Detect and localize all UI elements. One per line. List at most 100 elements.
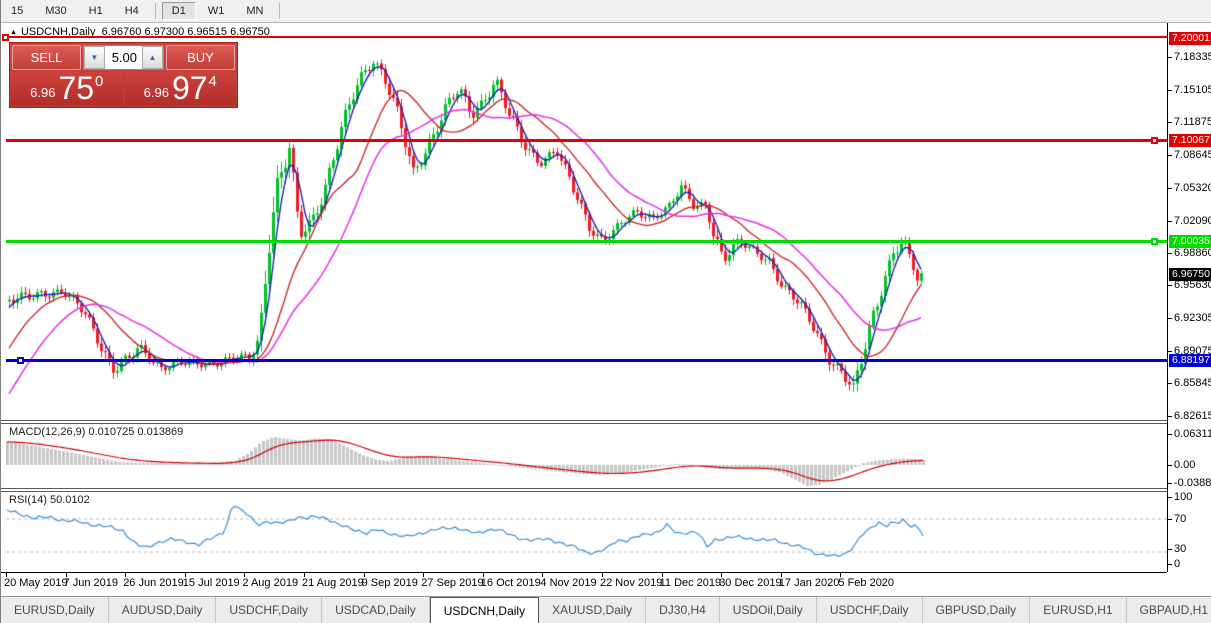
date-label: 9 Sep 2019 <box>361 577 418 589</box>
date-tickmark <box>661 573 663 577</box>
price-tick-label: 7.05320 <box>1174 182 1211 194</box>
tab-usdchf-daily[interactable]: USDCHF,Daily <box>817 597 923 623</box>
hline-7.20001[interactable] <box>6 36 1167 38</box>
price-tickmark <box>1168 383 1172 384</box>
timeframe-button-d1[interactable]: D1 <box>161 2 196 20</box>
volume-spinner: ▼ 5.00 ▲ <box>83 45 164 70</box>
timeframe-button-15[interactable]: 15 <box>11 5 24 17</box>
date-tickmark <box>482 573 484 577</box>
tab-audusd-daily[interactable]: AUDUSD,Daily <box>109 597 217 623</box>
macd-tickmark <box>1168 465 1172 466</box>
price-chart-canvas[interactable] <box>6 23 1167 572</box>
rsi-tick-label: 0 <box>1174 558 1181 570</box>
rsi-tickmark <box>1168 519 1172 520</box>
volume-increase-button[interactable]: ▲ <box>142 46 163 69</box>
rsi-tickmark <box>1168 497 1172 498</box>
timeframe-toolbar: 15 M30 H1 H4 D1 W1 MN <box>1 0 1211 23</box>
date-label: 30 Dec 2019 <box>719 577 782 589</box>
chart-area: ▲ USDCNH,Daily 6.96760 6.97300 6.96515 6.… <box>1 23 1211 597</box>
tab-gbpusd-daily[interactable]: GBPUSD,Daily <box>923 597 1031 623</box>
rsi-panel-splitter[interactable] <box>1 488 1167 492</box>
date-tickmark <box>780 573 782 577</box>
macd-tickmark <box>1168 483 1172 484</box>
date-tickmark <box>840 573 842 577</box>
date-tickmark <box>184 573 186 577</box>
tab-eurusd-h1[interactable]: EURUSD,H1 <box>1030 597 1127 623</box>
date-label: 22 Nov 2019 <box>600 577 663 589</box>
tab-xauusd-daily[interactable]: XAUUSD,Daily <box>539 597 647 623</box>
hline-handle[interactable] <box>1151 238 1158 245</box>
sell-button[interactable]: SELL <box>12 45 81 70</box>
sell-price-big: 75 <box>58 70 95 106</box>
buy-price-big: 97 <box>171 70 208 106</box>
date-tickmark <box>304 573 305 577</box>
date-label: 26 Jun 2019 <box>123 577 184 589</box>
buy-price-display[interactable]: 6.96 97 4 <box>124 70 236 106</box>
volume-decrease-button[interactable]: ▼ <box>84 46 105 69</box>
hline-handle[interactable] <box>17 357 24 364</box>
rsi-indicator-label: RSI(14) 50.0102 <box>9 494 90 506</box>
rsi-tick-label: 30 <box>1174 543 1187 555</box>
price-tickmark <box>1168 221 1172 222</box>
timeframe-button-w1[interactable]: W1 <box>207 5 225 17</box>
date-label: 7 Jun 2019 <box>63 577 119 589</box>
price-tick-label: 6.85845 <box>1174 377 1211 389</box>
toolbar-separator <box>279 3 281 19</box>
date-tickmark <box>6 573 7 577</box>
macd-tick-label: 0.00 <box>1174 459 1196 471</box>
buy-price-sup: 4 <box>208 73 217 90</box>
rsi-tickmark <box>1168 549 1172 550</box>
tab-gbpaud-h1[interactable]: GBPAUD,H1 <box>1127 597 1211 623</box>
tab-usdoil-daily[interactable]: USDOil,Daily <box>720 597 817 623</box>
tab-eurusd-daily[interactable]: EURUSD,Daily <box>1 597 109 623</box>
date-tickmark <box>65 573 67 577</box>
date-label: 2 Aug 2019 <box>242 577 299 589</box>
price-tag-6.88197: 6.88197 <box>1169 354 1211 367</box>
buy-button[interactable]: BUY <box>166 45 235 70</box>
hline-handle[interactable] <box>1151 137 1158 144</box>
rsi-tickmark <box>1168 564 1172 565</box>
price-tick-label: 6.92305 <box>1174 312 1211 324</box>
date-tickmark <box>721 573 723 577</box>
price-tick-label: 6.95630 <box>1174 279 1211 291</box>
date-label: 17 Jan 2020 <box>778 577 840 589</box>
chart-title: ▲ USDCNH,Daily 6.96760 6.97300 6.96515 6.… <box>10 26 270 38</box>
price-tickmark <box>1168 285 1172 286</box>
timeframe-button-mn[interactable]: MN <box>246 5 264 17</box>
hline-6.88197[interactable] <box>6 359 1167 362</box>
price-axis[interactable]: 7.20001 7.18335 7.15105 7.11875 7.10067 7.086… <box>1167 23 1211 572</box>
sell-price-sup: 0 <box>95 73 104 90</box>
tab-usdcnh-daily[interactable]: USDCNH,Daily <box>429 597 540 623</box>
timeframe-button-m30[interactable]: M30 <box>45 5 67 17</box>
tab-usdcad-daily[interactable]: USDCAD,Daily <box>322 597 430 623</box>
macd-tick-label: 0.063113 <box>1174 428 1211 440</box>
price-tag-7.20001: 7.20001 <box>1169 32 1211 45</box>
sell-price-display[interactable]: 6.96 75 0 <box>11 72 123 105</box>
timeframe-button-h1[interactable]: H1 <box>88 5 103 17</box>
collapse-triangle-icon[interactable]: ▲ <box>10 29 17 36</box>
macd-panel-splitter[interactable] <box>1 420 1167 424</box>
price-tickmark <box>1168 188 1172 189</box>
tab-usdchf-daily[interactable]: USDCHF,Daily <box>216 597 323 623</box>
price-tick-label: 6.82615 <box>1174 410 1211 422</box>
price-tick-label: 7.02090 <box>1174 215 1211 227</box>
tab-dj30-h4[interactable]: DJ30,H4 <box>646 597 720 623</box>
timeframe-button-h4[interactable]: H4 <box>124 5 139 17</box>
price-tick-label: 7.18335 <box>1174 51 1211 63</box>
date-tickmark <box>363 573 365 577</box>
volume-input[interactable]: 5.00 <box>111 50 137 65</box>
price-tag-7.10067: 7.10067 <box>1169 134 1211 147</box>
hline-handle[interactable] <box>2 34 9 41</box>
price-tickmark <box>1168 57 1172 58</box>
hline-7.10067[interactable] <box>6 139 1167 142</box>
price-tickmark <box>1168 122 1172 123</box>
hline-7.00035[interactable] <box>6 240 1167 243</box>
rsi-tick-label: 100 <box>1174 491 1193 503</box>
macd-indicator-label: MACD(12,26,9) 0.010725 0.013869 <box>9 426 184 438</box>
date-tickmark <box>602 573 603 577</box>
date-label: 4 Nov 2019 <box>540 577 597 589</box>
date-axis[interactable]: 20 May 2019 7 Jun 2019 26 Jun 2019 15 Jul 2… <box>1 572 1167 597</box>
date-tickmark <box>542 573 544 577</box>
price-tickmark <box>1168 351 1172 352</box>
